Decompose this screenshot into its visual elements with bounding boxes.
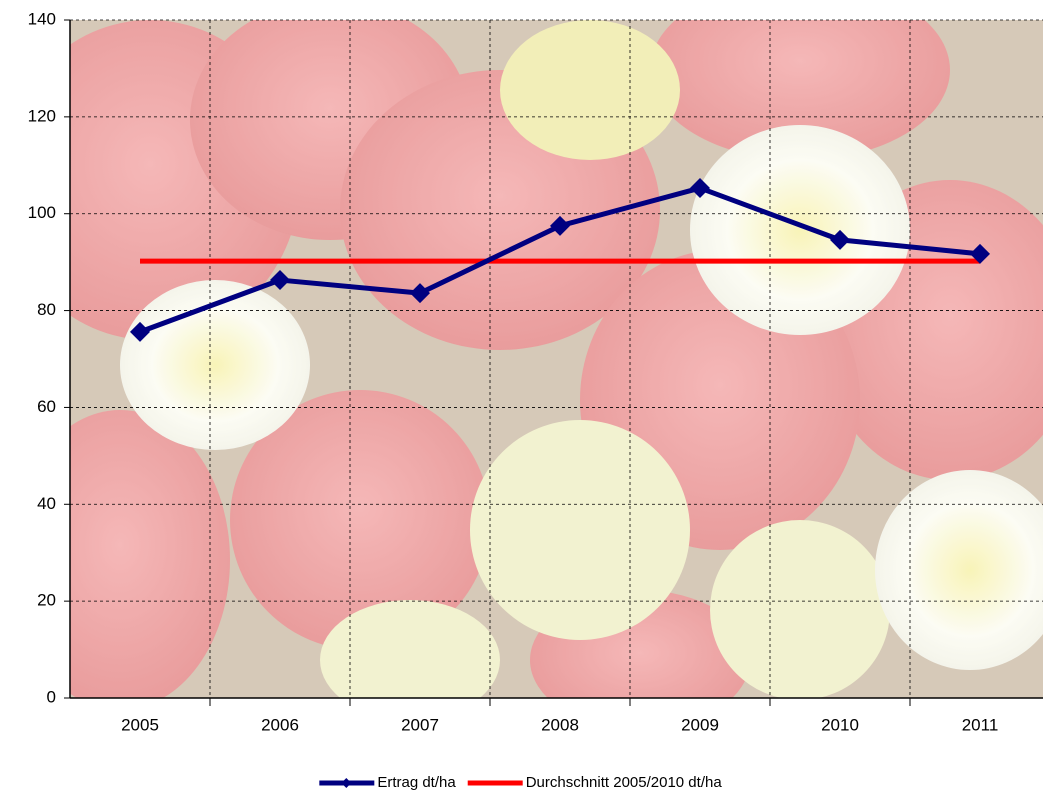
x-tick-label: 2005 (121, 715, 159, 734)
legend-label: Ertrag dt/ha (377, 774, 456, 791)
data-point (550, 215, 570, 236)
y-tick-label: 60 (37, 397, 56, 416)
data-point (970, 243, 990, 264)
axes (69, 20, 1043, 699)
data-point (270, 270, 290, 291)
legend-label: Durchschnitt 2005/2010 dt/ha (526, 774, 723, 791)
y-tick-label: 20 (37, 591, 56, 610)
y-tick-label: 80 (37, 300, 56, 319)
plot-background (70, 20, 1043, 698)
y-tick-label: 120 (28, 106, 56, 125)
data-point (130, 321, 150, 342)
legend-item: Ertrag dt/ha (319, 774, 456, 791)
x-tick-label: 2008 (541, 715, 579, 734)
y-tick-label: 100 (28, 203, 56, 222)
y-tick-label: 0 (47, 687, 56, 706)
data-point (830, 229, 850, 250)
x-tick-label: 2010 (821, 715, 859, 734)
x-tick-label: 2006 (261, 715, 299, 734)
legend-marker (341, 778, 352, 788)
y-tick-label: 40 (37, 494, 56, 513)
data-point (690, 178, 710, 199)
x-tick-label: 2009 (681, 715, 719, 734)
legend-item: Durchschnitt 2005/2010 dt/ha (467, 774, 723, 791)
y-tick-label: 140 (28, 9, 56, 28)
data-point (410, 283, 430, 304)
x-tick-label: 2007 (401, 715, 439, 734)
legend: Ertrag dt/ha Durchschnitt 2005/2010 dt/ha (319, 774, 722, 791)
x-tick-label: 2011 (962, 715, 999, 734)
